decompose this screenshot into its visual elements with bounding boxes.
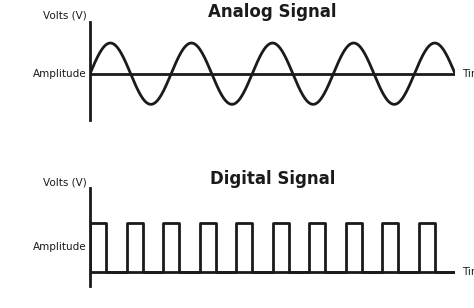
Text: Amplitude: Amplitude <box>33 242 86 252</box>
Title: Analog Signal: Analog Signal <box>208 3 337 21</box>
Text: Time (t): Time (t) <box>462 69 474 79</box>
Text: Volts (V): Volts (V) <box>43 177 86 187</box>
Text: Volts (V): Volts (V) <box>43 10 86 21</box>
Title: Digital Signal: Digital Signal <box>210 170 335 188</box>
Text: Amplitude: Amplitude <box>33 69 86 79</box>
Text: Time (t): Time (t) <box>462 267 474 277</box>
